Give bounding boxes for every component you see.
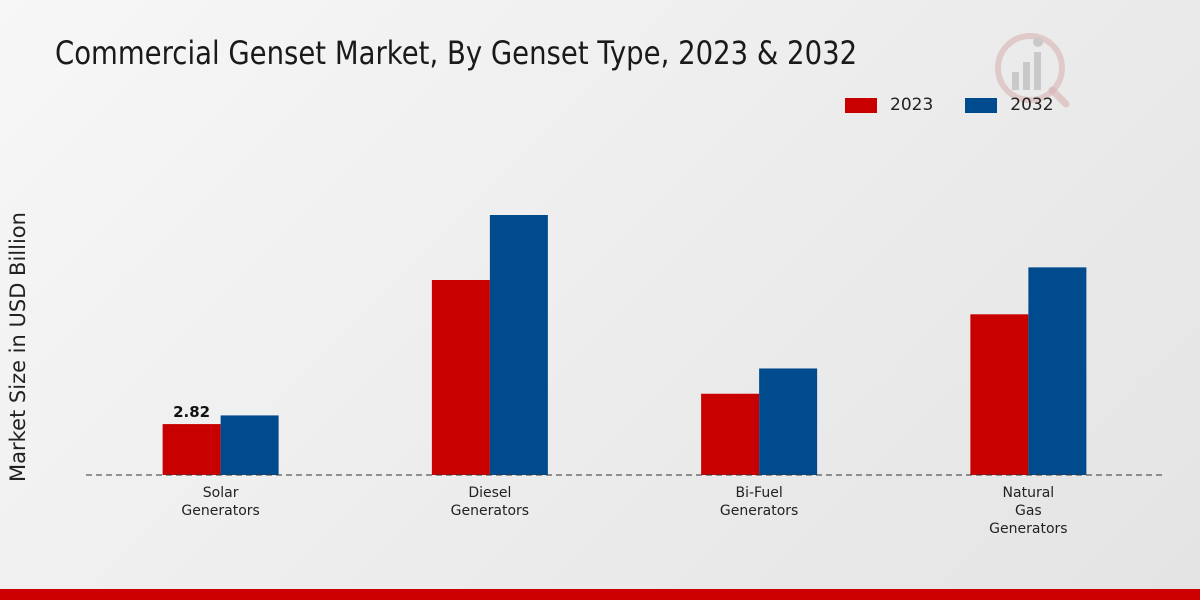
x-tick-label-2: Bi-Fuel Generators xyxy=(720,485,798,519)
chart-legend: 2023 2032 xyxy=(845,95,1054,115)
chart-title: Commercial Genset Market, By Genset Type… xyxy=(55,34,858,72)
bar-2032-1 xyxy=(489,215,548,475)
legend-swatch-2032 xyxy=(965,97,998,113)
legend-item-2023: 2023 xyxy=(845,95,933,115)
legend-label-2032: 2032 xyxy=(1010,95,1054,115)
legend-swatch-2023 xyxy=(845,97,877,113)
bar-2023-0 xyxy=(162,424,221,475)
x-tick-label-0: Solar Generators xyxy=(181,485,259,519)
legend-item-2032: 2032 xyxy=(965,95,1054,115)
brand-accent-bar xyxy=(0,589,1200,600)
legend-label-2023: 2023 xyxy=(890,95,934,115)
bar-2032-3 xyxy=(1028,267,1087,475)
data-label-0: 2.82 xyxy=(173,403,210,421)
bar-2023-2 xyxy=(701,393,760,475)
x-tick-label-3: Natural Gas Generators xyxy=(989,485,1067,537)
bar-2023-3 xyxy=(970,314,1029,475)
bar-2023-1 xyxy=(431,280,490,475)
bar-2032-0 xyxy=(220,415,279,475)
x-tick-label-1: Diesel Generators xyxy=(451,485,529,519)
bar-chart-logo-icon xyxy=(992,30,1072,110)
bar-2032-2 xyxy=(759,368,818,475)
